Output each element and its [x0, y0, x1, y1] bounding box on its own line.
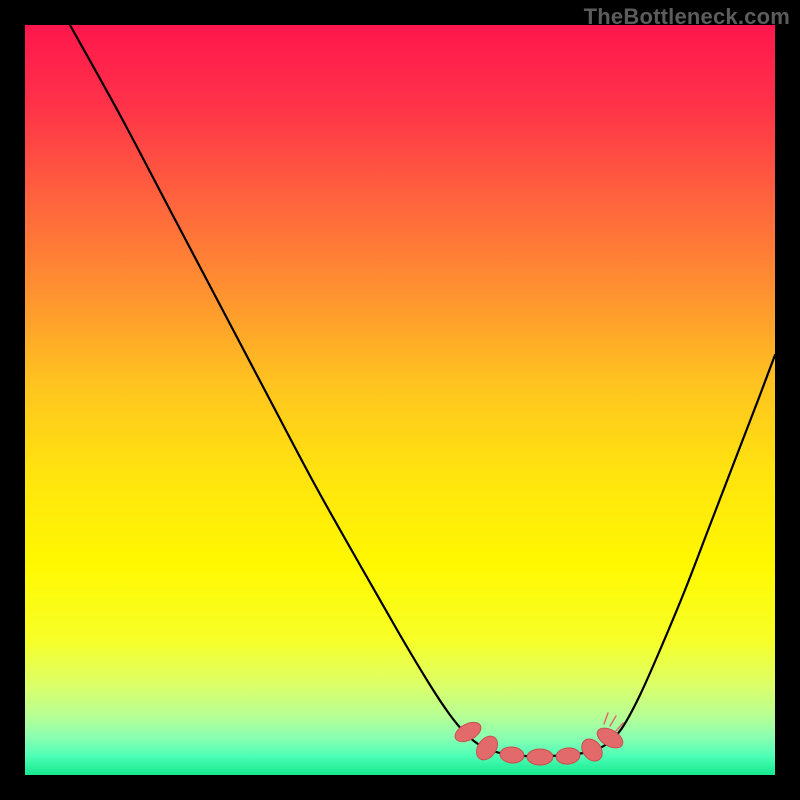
- plot-area-gradient: [25, 25, 775, 775]
- curve-marker-3: [527, 749, 553, 765]
- chart-svg: [0, 0, 800, 800]
- watermark-text: TheBottleneck.com: [584, 4, 790, 30]
- bottleneck-chart-root: TheBottleneck.com: [0, 0, 800, 800]
